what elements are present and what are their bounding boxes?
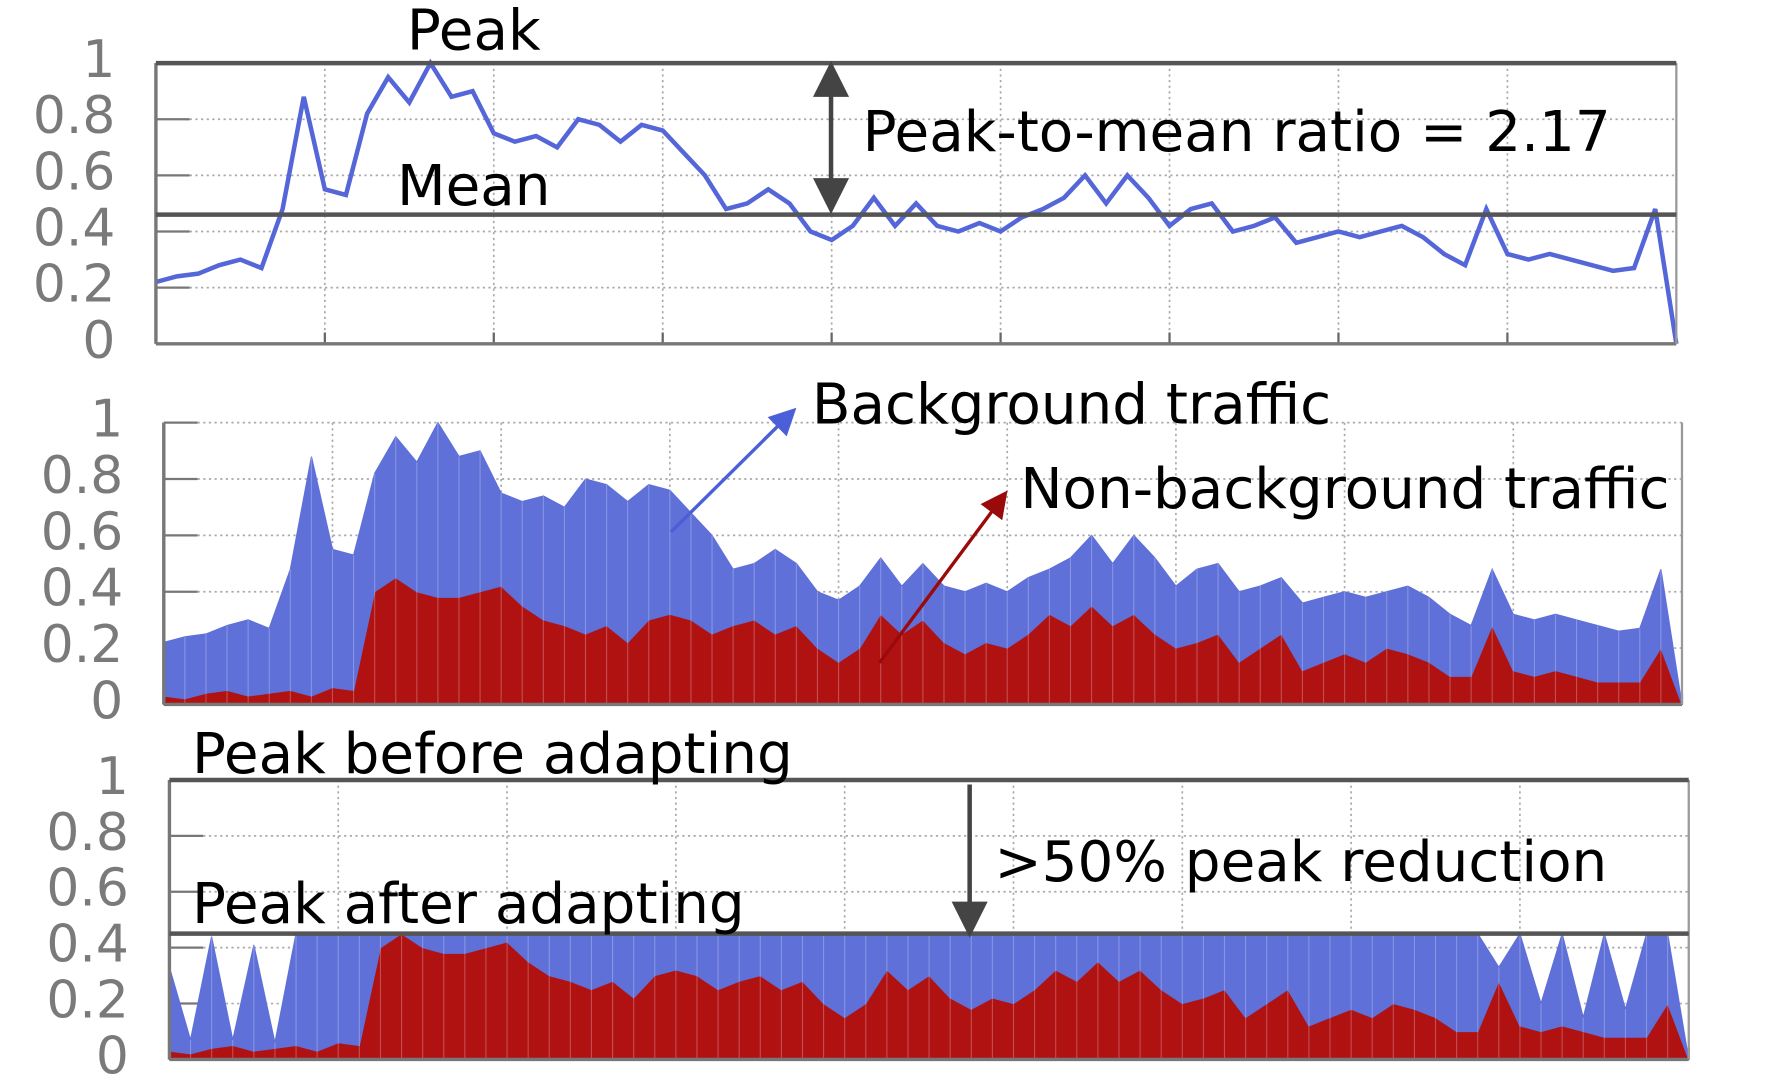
y-tick-label: 0.6 [33,142,115,202]
data-line [155,58,1679,345]
y-tick-label: 0 [96,1026,129,1082]
background-arrow [669,407,797,534]
y-tick-label: 0.8 [41,446,123,506]
reference-label: Peak before adapting [192,722,793,787]
y-tick-label: 0.8 [46,803,128,863]
y-tick-label: 0.6 [46,859,128,919]
y-tick-label: 0.2 [33,255,115,315]
y-tick-label: 0.4 [41,559,123,619]
y-tick-label: 0.2 [41,615,123,675]
y-tick-label: 0.6 [41,502,123,562]
y-tick-label: 0.8 [33,86,115,146]
y-tick-label: 0.2 [46,971,128,1031]
y-tick-label: 0 [82,311,115,371]
y-tick-label: 0.4 [33,199,115,259]
reference-label: Peak after adapting [192,872,745,937]
y-tick-label: 0.4 [46,915,128,975]
non-background-arrow [878,490,1008,664]
y-tick-label: 0 [90,671,123,731]
reference-label: Peak [407,0,541,63]
annotation: >50% peak reduction [994,830,1607,895]
series-label: Background traffic [812,373,1331,438]
annotation: Peak-to-mean ratio = 2.17 [863,100,1611,165]
series-label: Non-background traffic [1020,457,1669,522]
y-tick-label: 1 [90,390,123,450]
area [163,421,1683,705]
y-tick-label: 1 [96,747,129,807]
reference-label: Mean [397,154,551,219]
y-tick-label: 1 [82,30,115,90]
